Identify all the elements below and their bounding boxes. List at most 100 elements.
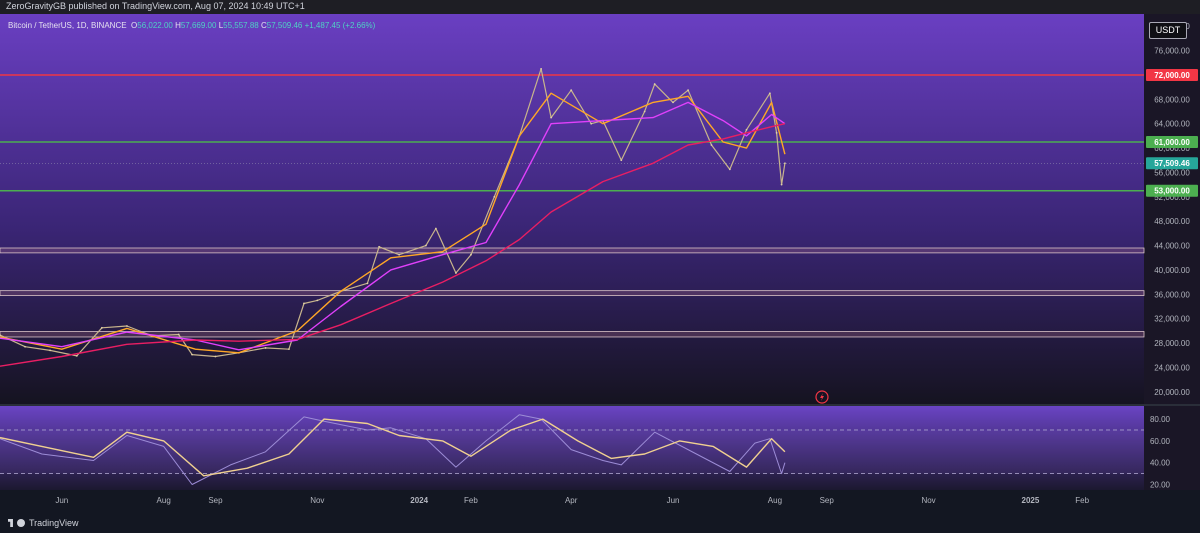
low-label: L (218, 21, 224, 30)
price-point (470, 253, 472, 256)
price-point (687, 89, 689, 92)
y-tick-label: 56,000.00 (1154, 168, 1190, 177)
close-value: 57,509.46 (266, 21, 303, 30)
y-tick-label: 32,000.00 (1154, 315, 1190, 324)
y-tick-label: 52,000.00 (1154, 193, 1190, 202)
series-ema_slow (0, 123, 786, 367)
series-rsi (0, 414, 786, 485)
price-point (672, 101, 674, 104)
x-tick-label: Sep (208, 496, 223, 505)
price-label-badge-0 (1146, 68, 1198, 81)
price-series-line (0, 68, 786, 358)
open-value: 56,022.00 (137, 21, 173, 30)
rsi-tick-label: 40.00 (1150, 459, 1171, 468)
price-point (100, 326, 103, 329)
zone-1 (0, 290, 1145, 296)
price-point (424, 244, 427, 247)
rsi-tick-label: 80.00 (1150, 415, 1171, 424)
price-point (378, 245, 381, 248)
y-tick-label: 68,000.00 (1154, 95, 1190, 104)
x-tick-label: 2025 (1022, 496, 1040, 505)
rsi-pane-background (0, 406, 1144, 490)
chart-canvas[interactable]: 80,000.0076,000.0068,000.0064,000.0060,0… (0, 14, 1200, 514)
series-ema_fast (0, 92, 786, 354)
price-point (49, 349, 52, 352)
price-point (570, 89, 573, 92)
price-pane-background (0, 14, 1144, 404)
x-tick-label: Nov (310, 496, 324, 505)
publisher-bar: ZeroGravityGB published on TradingView.c… (0, 0, 1200, 14)
price-point (288, 348, 290, 351)
high-label: H (175, 21, 181, 30)
price-label-badge-1 (1146, 135, 1198, 148)
y-tick-label: 48,000.00 (1154, 217, 1190, 226)
high-value: 57,669.00 (180, 21, 217, 30)
price-point (214, 355, 217, 358)
close-label: C (260, 21, 267, 30)
x-tick-label: Feb (464, 496, 478, 505)
change-value: +1,487.45 (+2.66%) (304, 21, 376, 30)
price-point (398, 253, 401, 256)
x-tick-label: Nov (921, 496, 935, 505)
footer: TradingView (0, 514, 1200, 533)
price-point (769, 92, 771, 95)
price-point (303, 302, 305, 305)
x-tick-label: Sep (820, 496, 835, 505)
x-tick-label: Aug (768, 496, 782, 505)
published-info: ZeroGravityGB published on TradingView.c… (6, 1, 305, 11)
price-point (745, 128, 748, 131)
time-axis-background (0, 490, 1200, 514)
price-point (316, 299, 319, 302)
y-tick-label: 40,000.00 (1154, 266, 1190, 275)
series-rsi_ma (0, 418, 786, 477)
price-point (177, 333, 180, 336)
price-label-badge-3 (1146, 184, 1198, 197)
price-point (540, 67, 543, 70)
rsi-tick-label: 60.00 (1150, 437, 1171, 446)
price-point (643, 110, 646, 113)
price-point (126, 325, 128, 327)
y-tick-label: 60,000.00 (1154, 144, 1190, 153)
price-label-text: 57,509.46 (1154, 159, 1190, 168)
price-point (493, 195, 496, 198)
x-tick-label: 2024 (410, 496, 428, 505)
price-point (784, 162, 786, 165)
price-label-text: 72,000.00 (1154, 71, 1190, 80)
rsi-tick-label: 20.00 (1150, 481, 1171, 490)
price-point (710, 144, 713, 146)
price-point (434, 227, 437, 230)
y-tick-label: 76,000.00 (1154, 47, 1190, 56)
price-point (728, 168, 731, 171)
price-point (455, 272, 457, 274)
x-tick-label: Jun (55, 496, 68, 505)
price-label-text: 61,000.00 (1154, 138, 1190, 147)
open-label: O (131, 21, 138, 30)
x-tick-label: Feb (1075, 496, 1089, 505)
price-point (75, 354, 78, 357)
price-point (24, 345, 26, 348)
price-label-badge-2 (1146, 157, 1198, 170)
y-tick-label: 20,000.00 (1154, 388, 1190, 397)
currency-button[interactable]: USDT (1149, 22, 1187, 39)
y-tick-label: 36,000.00 (1154, 290, 1190, 299)
x-tick-label: Apr (565, 496, 578, 505)
symbol-name: Bitcoin / TetherUS, 1D, BINANCE (8, 21, 127, 30)
replay-icon[interactable] (815, 390, 829, 404)
tradingview-logo-icon (8, 519, 13, 527)
rsi-axis-background (1144, 406, 1200, 490)
price-point (0, 334, 1, 337)
zone-2 (0, 331, 1145, 338)
price-point (620, 159, 623, 162)
price-point (366, 282, 369, 285)
price-point (590, 122, 593, 125)
y-tick-label: 44,000.00 (1154, 242, 1190, 251)
x-tick-label: Aug (157, 496, 171, 505)
tradingview-logo[interactable]: TradingView (8, 518, 79, 528)
low-value: 55,557.88 (223, 21, 259, 30)
price-point (775, 131, 778, 134)
y-tick-label: 24,000.00 (1154, 363, 1190, 372)
price-point (780, 183, 783, 186)
price-point (264, 347, 267, 349)
price-point (191, 353, 193, 356)
